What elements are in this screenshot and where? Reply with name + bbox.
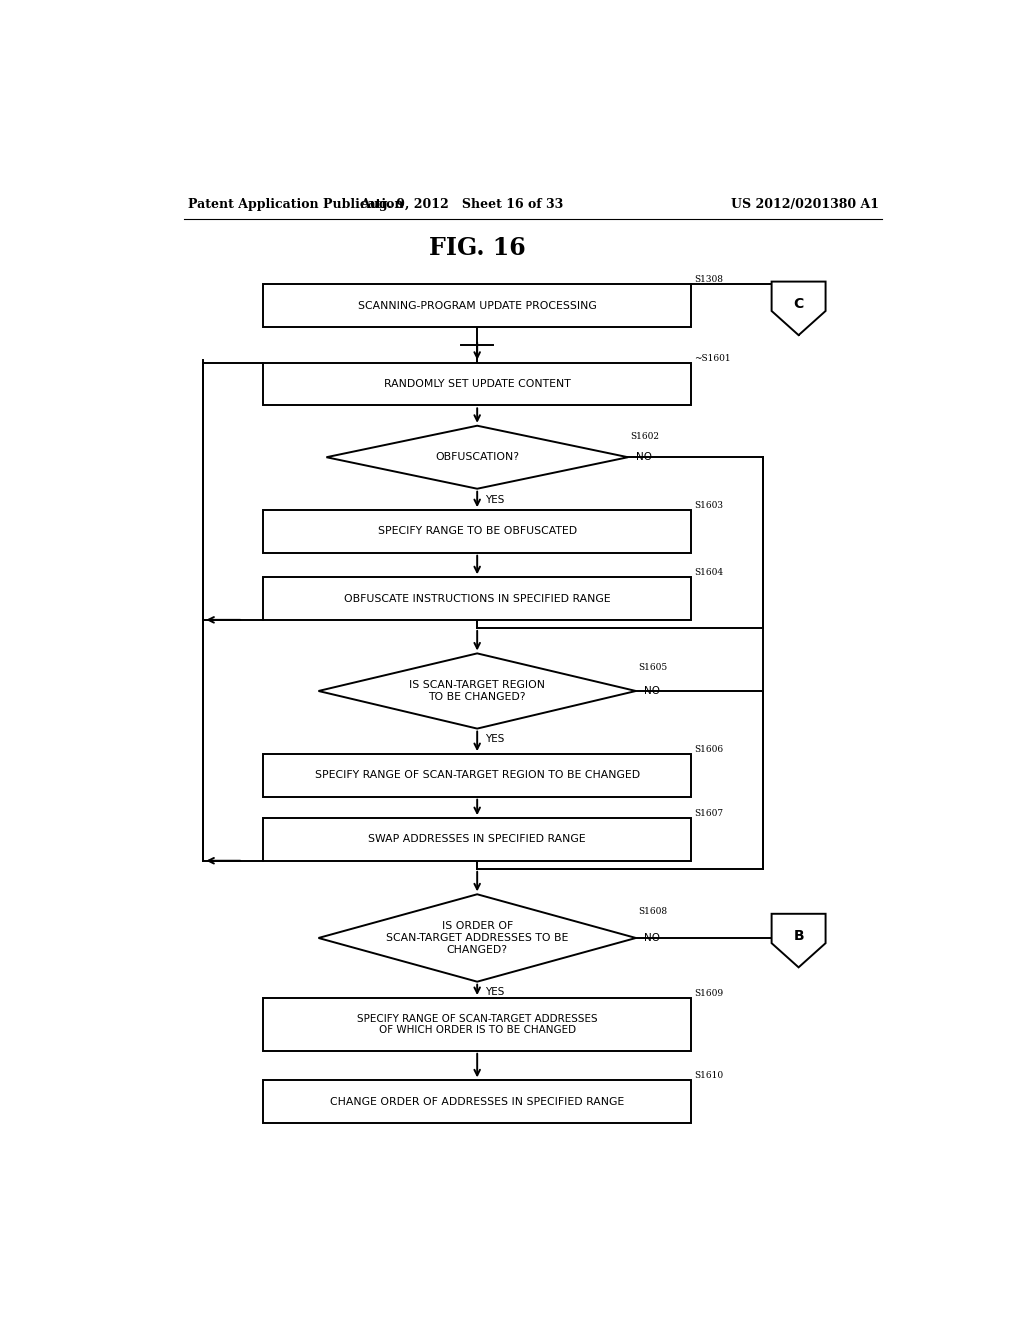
Text: RANDOMLY SET UPDATE CONTENT: RANDOMLY SET UPDATE CONTENT [384, 379, 570, 389]
Polygon shape [318, 653, 636, 729]
Text: OBFUSCATE INSTRUCTIONS IN SPECIFIED RANGE: OBFUSCATE INSTRUCTIONS IN SPECIFIED RANG… [344, 594, 610, 603]
FancyBboxPatch shape [263, 998, 691, 1051]
Text: US 2012/0201380 A1: US 2012/0201380 A1 [731, 198, 880, 211]
Polygon shape [327, 426, 628, 488]
Text: SCANNING-PROGRAM UPDATE PROCESSING: SCANNING-PROGRAM UPDATE PROCESSING [357, 301, 597, 310]
Polygon shape [772, 281, 825, 335]
Text: Aug. 9, 2012   Sheet 16 of 33: Aug. 9, 2012 Sheet 16 of 33 [359, 198, 563, 211]
FancyBboxPatch shape [263, 1080, 691, 1123]
Text: CHANGE ORDER OF ADDRESSES IN SPECIFIED RANGE: CHANGE ORDER OF ADDRESSES IN SPECIFIED R… [330, 1097, 625, 1106]
Text: SPECIFY RANGE OF SCAN-TARGET REGION TO BE CHANGED: SPECIFY RANGE OF SCAN-TARGET REGION TO B… [314, 771, 640, 780]
Text: SPECIFY RANGE TO BE OBFUSCATED: SPECIFY RANGE TO BE OBFUSCATED [378, 527, 577, 536]
Text: ~S1601: ~S1601 [694, 354, 730, 363]
Text: NO: NO [636, 453, 652, 462]
Text: S1603: S1603 [694, 502, 723, 510]
Text: C: C [794, 297, 804, 312]
FancyBboxPatch shape [263, 284, 691, 327]
Text: B: B [794, 929, 804, 944]
Text: YES: YES [485, 734, 505, 743]
Text: SWAP ADDRESSES IN SPECIFIED RANGE: SWAP ADDRESSES IN SPECIFIED RANGE [369, 834, 586, 845]
Text: S1609: S1609 [694, 989, 723, 998]
Text: S1608: S1608 [638, 907, 668, 916]
Text: YES: YES [485, 987, 505, 997]
Text: S1607: S1607 [694, 809, 723, 818]
FancyBboxPatch shape [263, 510, 691, 553]
Text: SPECIFY RANGE OF SCAN-TARGET ADDRESSES
OF WHICH ORDER IS TO BE CHANGED: SPECIFY RANGE OF SCAN-TARGET ADDRESSES O… [357, 1014, 597, 1035]
FancyBboxPatch shape [263, 363, 691, 405]
Text: IS ORDER OF
SCAN-TARGET ADDRESSES TO BE
CHANGED?: IS ORDER OF SCAN-TARGET ADDRESSES TO BE … [386, 921, 568, 954]
Text: YES: YES [485, 495, 505, 504]
Text: S1606: S1606 [694, 744, 723, 754]
FancyBboxPatch shape [263, 754, 691, 797]
Text: NO: NO [644, 933, 659, 942]
Text: OBFUSCATION?: OBFUSCATION? [435, 453, 519, 462]
Text: Patent Application Publication: Patent Application Publication [187, 198, 403, 211]
Text: IS SCAN-TARGET REGION
TO BE CHANGED?: IS SCAN-TARGET REGION TO BE CHANGED? [410, 680, 545, 702]
Text: FIG. 16: FIG. 16 [429, 236, 525, 260]
Text: S1604: S1604 [694, 568, 723, 577]
Text: S1610: S1610 [694, 1072, 723, 1080]
Polygon shape [318, 894, 636, 982]
Text: S1308: S1308 [694, 276, 723, 284]
Text: S1602: S1602 [631, 433, 659, 441]
Text: S1605: S1605 [638, 663, 668, 672]
FancyBboxPatch shape [263, 577, 691, 620]
Polygon shape [772, 913, 825, 968]
FancyBboxPatch shape [263, 818, 691, 861]
Text: NO: NO [644, 686, 659, 696]
